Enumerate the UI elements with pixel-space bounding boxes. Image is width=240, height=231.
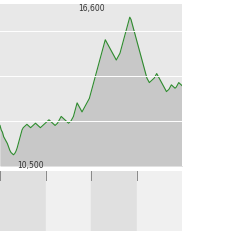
Text: Jan: Jan — [130, 180, 143, 189]
Text: 16,600: 16,600 — [79, 4, 105, 13]
Bar — [0, 171, 46, 231]
Text: Apr: Apr — [175, 180, 190, 189]
Bar — [46, 171, 91, 231]
Text: 10,500: 10,500 — [17, 161, 44, 169]
Bar — [137, 171, 182, 231]
Text: Okt: Okt — [84, 180, 99, 189]
Bar — [91, 171, 137, 231]
Text: Jul: Jul — [41, 180, 51, 189]
Text: Apr: Apr — [0, 180, 7, 189]
